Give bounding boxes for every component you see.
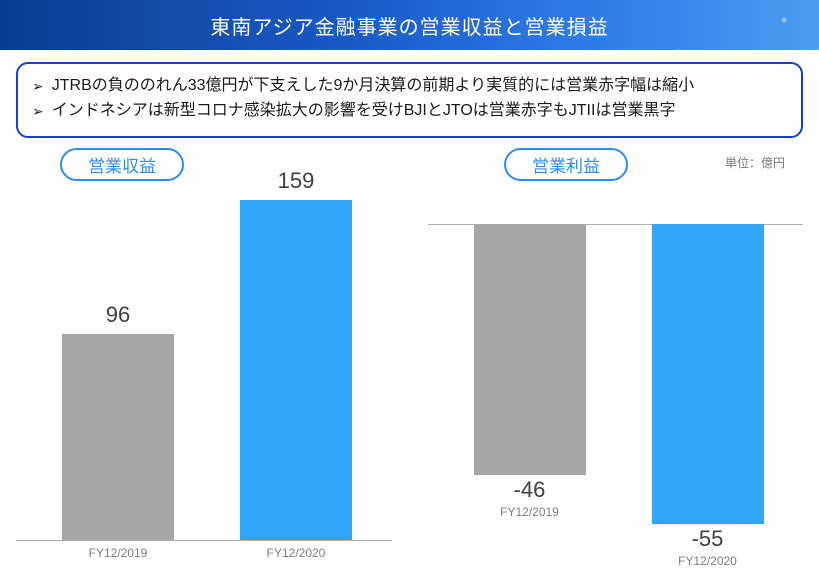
unit-label: 単位：億円 xyxy=(725,154,785,171)
notes-box: ➢ JTRBの負ののれん33億円が下支えした9か月決算の前期より実質的には営業赤… xyxy=(16,62,803,138)
bullet-icon: ➢ xyxy=(32,76,44,98)
x-axis-label: FY12/2020 xyxy=(652,554,764,568)
page-title: 東南アジア金融事業の営業収益と営業損益 xyxy=(210,11,608,40)
charts-area: 96FY12/2019159FY12/2020 -46FY12/2019-55F… xyxy=(16,182,803,570)
x-axis-label: FY12/2019 xyxy=(62,546,174,560)
x-axis-label: FY12/2019 xyxy=(474,505,586,519)
note-item: ➢ インドネシアは新型コロナ感染拡大の影響を受けBJIとJTOは営業赤字もJTI… xyxy=(32,99,787,124)
bar xyxy=(240,200,352,540)
bar-value-label: 159 xyxy=(240,168,352,194)
bar xyxy=(652,224,764,524)
bar-value-label: -46 xyxy=(474,477,586,503)
legend-row: 営業収益 営業利益 単位：億円 xyxy=(16,148,803,182)
chart-profit: -46 FY12/2019 -55 FY12/2020 xyxy=(428,182,804,570)
note-text: JTRBの負ののれん33億円が下支えした9か月決算の前期より実質的には営業赤字幅… xyxy=(52,74,694,99)
bar xyxy=(474,224,586,475)
note-text: インドネシアは新型コロナ感染拡大の影響を受けBJIとJTOは営業赤字もJTIIは… xyxy=(52,99,676,124)
header: 東南アジア金融事業の営業収益と営業損益 xyxy=(0,0,819,50)
bar-value-label: 96 xyxy=(62,302,174,328)
chart-revenue: 96FY12/2019159FY12/2020 xyxy=(16,182,392,570)
bar xyxy=(62,334,174,539)
note-item: ➢ JTRBの負ののれん33億円が下支えした9か月決算の前期より実質的には営業赤… xyxy=(32,74,787,99)
bar-value-label: -55 xyxy=(652,526,764,552)
legend-pill-profit: 営業利益 xyxy=(504,148,628,181)
bullet-icon: ➢ xyxy=(32,101,44,123)
chart-baseline xyxy=(16,540,392,541)
legend-pill-revenue: 営業収益 xyxy=(60,148,184,181)
x-axis-label: FY12/2020 xyxy=(240,546,352,560)
